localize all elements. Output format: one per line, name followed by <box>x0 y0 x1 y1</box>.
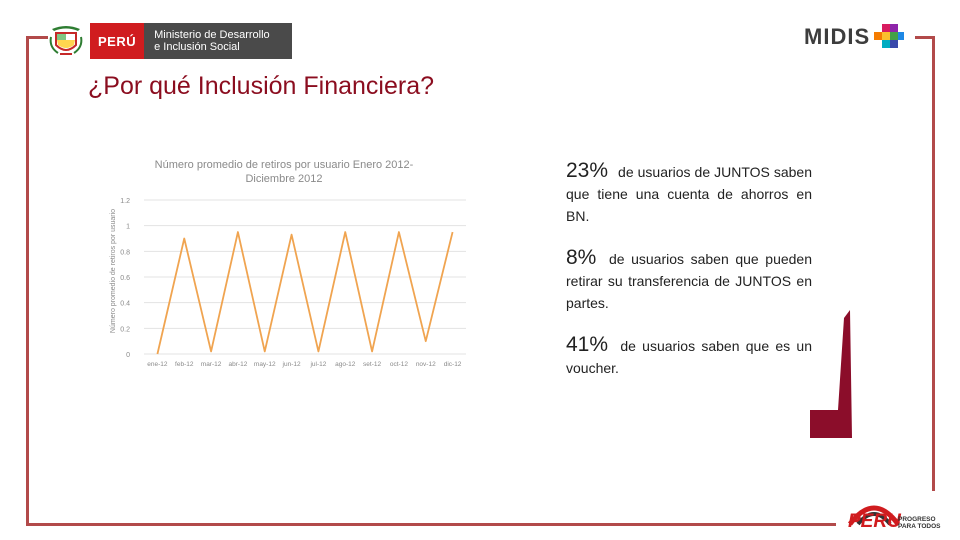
series-line <box>156 231 454 355</box>
x-tick-label: ago-12 <box>335 361 356 368</box>
y-tick-label: 0.2 <box>120 326 130 333</box>
chart-title: Número promedio de retiros por usuario E… <box>154 159 414 185</box>
y-tick-label: 1.2 <box>120 198 130 205</box>
peru-word: PERU <box>848 511 901 532</box>
x-tick-label: mar-12 <box>201 361 222 368</box>
stat-percentage: 41% <box>566 333 609 356</box>
y-tick-label: 0.6 <box>120 275 130 282</box>
government-logo: PERÚ Ministerio de Desarrollo e Inclusió… <box>48 22 293 60</box>
frame-bottom <box>26 523 838 526</box>
x-tick-label: nov-12 <box>416 361 436 368</box>
x-tick-label: ene-12 <box>147 361 168 368</box>
stat-item: 8% de usuarios saben que pueden retirar … <box>566 247 812 314</box>
stat-description: de usuarios saben que pueden retirar su … <box>566 251 812 311</box>
midis-puzzle-icon <box>872 22 906 52</box>
coat-of-arms-icon <box>48 23 84 59</box>
x-tick-label: feb-12 <box>175 361 194 368</box>
stat-description: de usuarios de JUNTOS saben que tiene un… <box>566 164 813 224</box>
peru-arc-icon <box>848 505 900 526</box>
ministry-line-1: Ministerio de Desarrollo <box>154 29 270 41</box>
x-tick-label: jun-12 <box>282 361 301 368</box>
x-tick-label: oct-12 <box>390 361 408 368</box>
peru-tagline-2: PARA TODOS <box>898 523 941 530</box>
retiros-chart: Número promedio de retiros por usuario E… <box>104 150 474 380</box>
y-tick-label: 0.4 <box>120 301 130 308</box>
x-tick-label: set-12 <box>363 361 381 368</box>
frame-top-right <box>915 36 935 39</box>
stat-description: de usuarios saben que es un voucher. <box>566 338 812 376</box>
peru-tagline: PROGRESO PARA TODOS <box>898 516 941 530</box>
peru-brand-logo: PERU PROGRESO PARA TODOS <box>836 494 960 540</box>
stat-item: 23% de usuarios de JUNTOS saben que tien… <box>566 160 812 227</box>
y-tick-label: 1 <box>126 224 130 231</box>
gov-peru-label: PERÚ <box>90 23 145 59</box>
midis-logo: MIDIS <box>804 22 906 52</box>
frame-top-left <box>26 36 48 39</box>
stat-item: 41% de usuarios saben que es un voucher. <box>566 334 812 379</box>
ministry-line-2: e Inclusión Social <box>154 41 240 53</box>
frame-left <box>26 36 29 526</box>
page-title: ¿Por qué Inclusión Financiera? <box>88 72 435 100</box>
peru-tagline-1: PROGRESO <box>898 516 936 523</box>
stats-list: 23% de usuarios de JUNTOS saben que tien… <box>566 160 812 399</box>
y-tick-label: 0 <box>126 352 130 359</box>
x-tick-label: may-12 <box>254 361 276 368</box>
y-axis-label: Número promedio de retiros por usuario <box>110 209 117 333</box>
ministry-name: Ministerio de Desarrollo e Inclusión Soc… <box>144 23 293 59</box>
stat-percentage: 8% <box>566 246 597 269</box>
x-tick-label: dic-12 <box>444 361 462 368</box>
y-tick-label: 0.8 <box>120 249 130 256</box>
decorative-ribbon <box>808 310 854 438</box>
x-tick-label: abr-12 <box>229 361 248 368</box>
stat-percentage: 23% <box>566 159 609 182</box>
x-tick-label: jul-12 <box>309 361 326 368</box>
frame-right <box>932 36 935 491</box>
midis-brand-text: MIDIS <box>804 24 871 49</box>
